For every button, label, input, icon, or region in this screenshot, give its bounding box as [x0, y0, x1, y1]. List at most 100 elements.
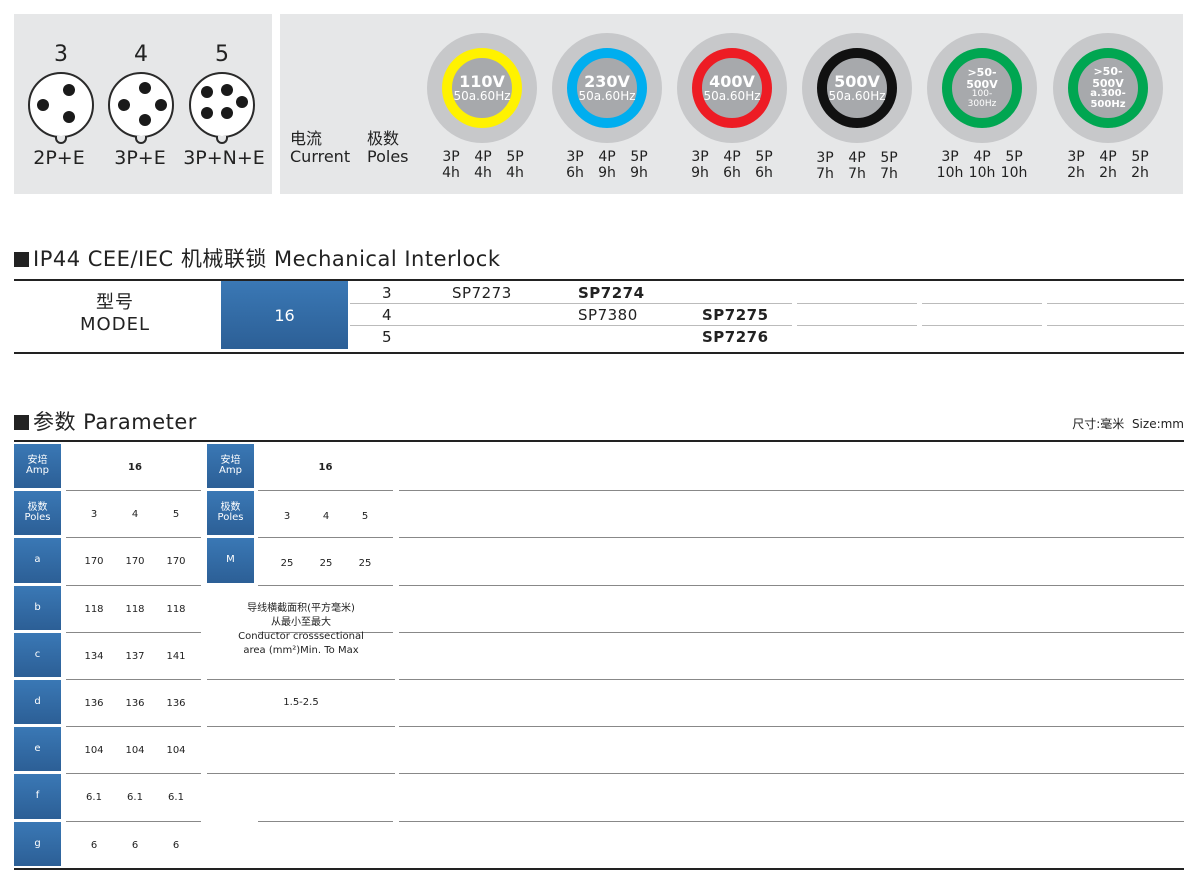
- param-value: 118: [84, 603, 104, 615]
- conductor-spec: 导线横截面积(平方毫米) 从最小至最大 Conductor crosssection…: [207, 602, 395, 658]
- param-label-en: e: [34, 743, 41, 755]
- row-divider: [399, 679, 1184, 680]
- param-label-cell: g: [14, 821, 61, 866]
- row-divider: [258, 537, 393, 539]
- row-divider: [207, 726, 395, 727]
- param-label-cell: M: [207, 538, 254, 583]
- socket-5pin-icon: [189, 72, 255, 144]
- param-value: 3: [283, 511, 291, 523]
- pole-number-5: 5: [215, 42, 229, 67]
- hours-table-110v: 3P 4P 5P 4h 4h 4h: [442, 149, 524, 181]
- param-value: 137: [125, 650, 145, 662]
- row-divider: [258, 820, 393, 822]
- model-amp-cell: 16: [221, 281, 348, 349]
- row-divider: [922, 325, 1042, 326]
- hours-table-500v: 3P 4P 5P 7h 7h 7h: [816, 150, 898, 182]
- param-label-en: d: [34, 696, 41, 708]
- row-divider: [66, 773, 201, 775]
- param-value: 3: [90, 509, 98, 521]
- param-label-cell: e: [14, 727, 61, 772]
- square-bullet-icon: [14, 252, 29, 267]
- row-divider: [399, 773, 1184, 775]
- param-value: 6: [172, 839, 180, 851]
- row-divider: [258, 490, 393, 492]
- hours-table-hf2: 3P 4P 5P 2h 2h 2h: [1067, 149, 1149, 181]
- param-value: 118: [125, 603, 145, 615]
- param-label-en: M: [226, 554, 235, 566]
- param-label-cell: 极数 Poles: [14, 491, 61, 536]
- voltage-400v-badge: 400V 50a.60Hz: [677, 33, 787, 143]
- param-label-en: f: [35, 790, 40, 802]
- param-value: 104: [125, 745, 145, 757]
- row-divider: [399, 584, 1184, 586]
- param-value: 136: [166, 698, 186, 709]
- row-divider: [797, 303, 917, 304]
- voltage-high-freq-badge-2: >50-500V a.300- 500Hz: [1053, 33, 1163, 143]
- row-divider: [1047, 303, 1184, 304]
- pole-number-3: 3: [54, 42, 68, 67]
- hours-table-400v: 3P 4P 5P 9h 6h 6h: [691, 149, 773, 181]
- param-value: 4: [322, 511, 330, 523]
- square-bullet-icon: [14, 415, 29, 430]
- row-divider: [350, 303, 792, 304]
- row-divider: [797, 325, 917, 326]
- param-label-en: Poles: [24, 512, 51, 524]
- voltage-230v-badge: 230V 50a.60Hz: [552, 33, 662, 143]
- param-value: 25: [280, 558, 294, 570]
- row-divider: [66, 679, 201, 680]
- param-label-cell: 安培 Amp: [207, 444, 254, 489]
- row-divider: [66, 726, 201, 728]
- row-divider: [399, 631, 1184, 633]
- conductor-spec-zh1: 导线横截面积(平方毫米): [247, 603, 355, 614]
- row-divider: [922, 303, 1042, 304]
- param-label-cell: b: [14, 585, 61, 630]
- param-label-cell: f: [14, 774, 61, 819]
- pole-label-3pe: 3P+E: [114, 147, 166, 169]
- param-value: 6.1: [86, 792, 102, 804]
- row-divider: [399, 820, 1184, 822]
- model-code: SP7380: [578, 306, 638, 324]
- param-label-en: g: [34, 837, 41, 849]
- poles-label: 极数 Poles: [367, 129, 409, 166]
- row-divider: [66, 820, 201, 822]
- row-divider: [207, 679, 395, 680]
- param-value: 5: [361, 511, 369, 523]
- table-bottom-rule: [14, 352, 1184, 354]
- param-value: 141: [166, 650, 186, 662]
- conductor-spec-zh2: 从最小至最大: [271, 617, 331, 628]
- row-divider: [66, 537, 201, 539]
- row-divider: [207, 773, 395, 774]
- row-divider: [399, 537, 1184, 539]
- hours-table-hf1: 3P 4P 5P 10h 10h 10h: [936, 149, 1028, 181]
- section-title-parameter: 参数 Parameter: [14, 406, 197, 436]
- param-value: 6.1: [168, 792, 184, 804]
- param-label-cell: 极数 Poles: [207, 491, 254, 536]
- pole-label-3pne: 3P+N+E: [183, 147, 265, 169]
- row-divider: [399, 726, 1184, 728]
- voltage-high-freq-badge-1: >50-500V 100- 300Hz: [927, 33, 1037, 143]
- param-bottom-rule: [14, 868, 1184, 870]
- param-value: 6: [131, 839, 139, 851]
- row-divider: [350, 325, 792, 326]
- param-value: 25: [319, 558, 333, 570]
- socket-3pin-icon: [28, 72, 94, 144]
- section-title-interlock: IP44 CEE/IEC 机械联锁 Mechanical Interlock: [14, 243, 501, 273]
- current-label: 电流 Current: [290, 129, 351, 166]
- row-divider: [1047, 325, 1184, 326]
- conductor-spec-en2: area (mm²)Min. To Max: [243, 645, 359, 656]
- voltage-110v-badge: 110V 50a.60Hz: [427, 33, 537, 143]
- param-label-zh: 安培: [220, 455, 241, 467]
- param-value: 170: [84, 556, 104, 568]
- model-code-bold: SP7274: [578, 284, 645, 302]
- param-value: 170: [125, 556, 145, 568]
- param-label-en: b: [34, 601, 41, 613]
- param-value: 16: [128, 462, 142, 473]
- param-value: 170: [166, 556, 186, 568]
- param-value: 134: [84, 650, 104, 662]
- param-label-en: Poles: [217, 512, 244, 524]
- param-value: 104: [84, 745, 104, 757]
- param-value: 6.1: [127, 792, 143, 804]
- row-divider: [399, 490, 1184, 492]
- param-value: 104: [166, 745, 186, 757]
- param-label-cell: d: [14, 680, 61, 725]
